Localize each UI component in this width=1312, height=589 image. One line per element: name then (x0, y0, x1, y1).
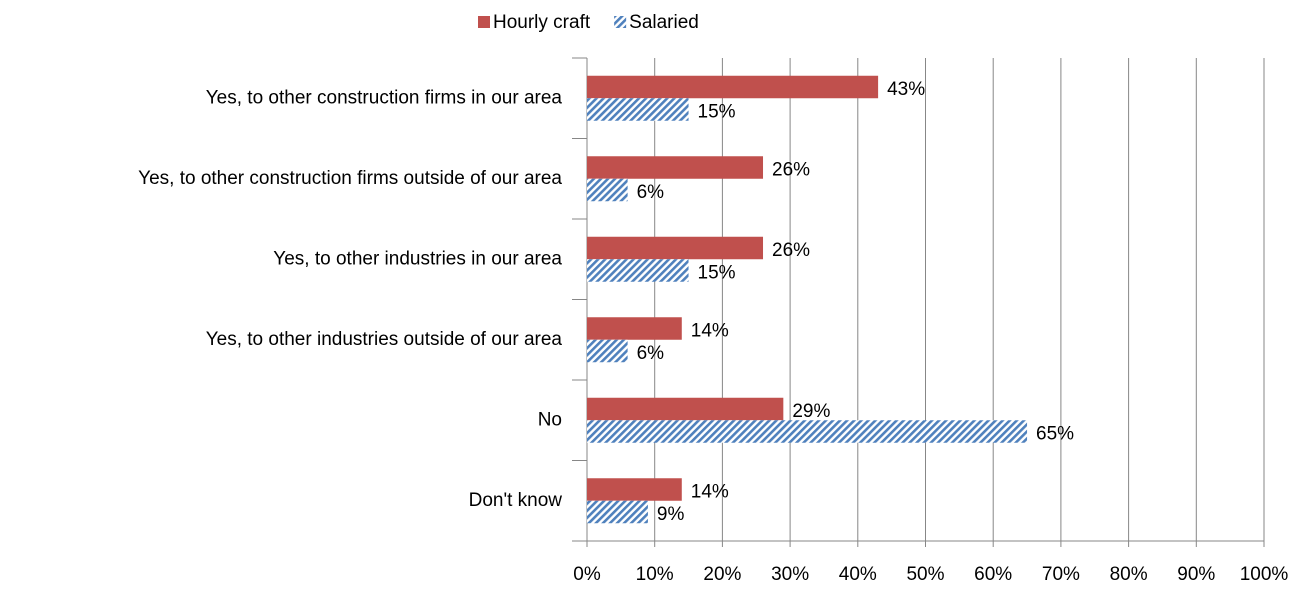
x-tick-label: 70% (1042, 564, 1080, 585)
y-tick-label: Yes, to other industries outside of our … (206, 329, 563, 350)
data-label: 6% (637, 182, 665, 203)
data-label: 26% (772, 240, 810, 261)
x-tick-label: 30% (771, 564, 809, 585)
bar (587, 178, 628, 202)
x-tick-label: 20% (703, 564, 741, 585)
x-tick-label: 50% (906, 564, 944, 585)
data-label: 43% (887, 79, 925, 100)
x-tick-label: 10% (636, 564, 674, 585)
data-label: 6% (637, 343, 665, 364)
bar (587, 397, 784, 421)
x-tick-label: 90% (1177, 564, 1215, 585)
bar (587, 317, 682, 340)
data-label: 15% (698, 102, 736, 123)
bar (587, 420, 1028, 443)
bar (587, 236, 764, 260)
bar (587, 339, 628, 363)
bar (587, 98, 689, 121)
bar (587, 156, 764, 179)
data-label: 14% (691, 321, 729, 342)
x-tick-label: 80% (1110, 564, 1148, 585)
bar (587, 259, 689, 282)
y-tick-label: Yes, to other construction firms outside… (138, 168, 562, 189)
data-label: 29% (792, 401, 830, 422)
x-tick-label: 40% (839, 564, 877, 585)
x-tick-label: 100% (1240, 564, 1289, 585)
data-label: 9% (657, 504, 685, 525)
legend-swatch (478, 16, 490, 28)
legend-swatch (614, 16, 627, 28)
y-tick-label: Yes, to other construction firms in our … (206, 87, 563, 108)
bar (587, 75, 879, 99)
legend-label: Salaried (629, 12, 699, 33)
y-tick-label: Don't know (469, 490, 563, 511)
bar (587, 500, 648, 524)
y-tick-label: Yes, to other industries in our area (273, 248, 562, 269)
y-tick-label: No (538, 409, 562, 430)
x-tick-label: 60% (974, 564, 1012, 585)
data-label: 14% (691, 482, 729, 503)
data-label: 26% (772, 160, 810, 181)
data-label: 15% (698, 263, 736, 284)
data-label: 65% (1036, 424, 1074, 445)
legend-label: Hourly craft (493, 12, 591, 33)
x-tick-label: 0% (573, 564, 601, 585)
bar (587, 478, 682, 501)
